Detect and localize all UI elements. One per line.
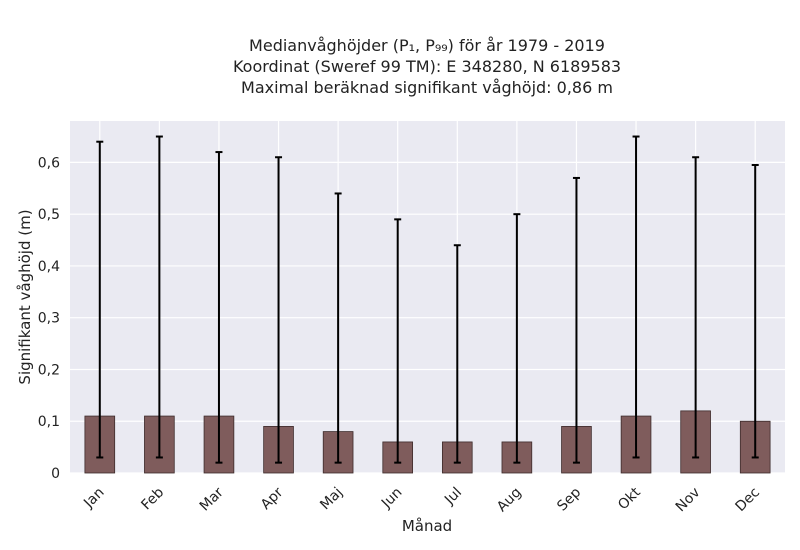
x-tick-label: Feb: [138, 484, 167, 513]
x-tick-label: Sep: [554, 484, 584, 514]
y-tick-label: 0,4: [38, 259, 60, 275]
y-axis-label: Signifikant våghöjd (m): [16, 209, 34, 384]
chart-title-line: Koordinat (Sweref 99 TM): E 348280, N 61…: [233, 57, 621, 76]
x-tick-label: Aug: [494, 485, 525, 516]
x-axis-label: Månad: [402, 517, 452, 535]
y-tick-label: 0,5: [38, 207, 60, 223]
y-tick-label: 0: [51, 466, 60, 482]
plot-area: [70, 121, 785, 473]
x-tick-label: Apr: [258, 484, 287, 513]
x-tick-label: Jan: [80, 485, 107, 512]
y-tick-label: 0,3: [38, 311, 60, 327]
chart-title: Medianvåghöjder (P₁, P₉₉) för år 1979 - …: [233, 36, 621, 97]
error-bars: [96, 135, 759, 464]
y-tick-label: 0,2: [38, 362, 60, 378]
x-tick-label: Dec: [733, 485, 763, 515]
y-axis-ticks: 0 0,1 0,2 0,3 0,4 0,5 0,6: [38, 155, 60, 482]
x-tick-label: Jun: [378, 485, 405, 512]
x-axis-ticks: Jan Feb Mar Apr Maj Jun Jul Aug Sep Okt Nov Dec: [80, 484, 763, 515]
chart-title-line: Maximal beräknad signifikant våghöjd: 0,…: [241, 78, 613, 97]
y-tick-label: 0,1: [38, 414, 60, 430]
chart-title-line: Medianvåghöjder (P₁, P₉₉) för år 1979 - …: [249, 36, 605, 55]
x-tick-label: Nov: [673, 485, 704, 516]
x-tick-label: Okt: [615, 484, 644, 513]
x-tick-label: Jul: [441, 485, 465, 509]
x-tick-label: Mar: [197, 484, 227, 514]
x-tick-label: Maj: [317, 485, 346, 514]
y-tick-label: 0,6: [38, 155, 60, 171]
